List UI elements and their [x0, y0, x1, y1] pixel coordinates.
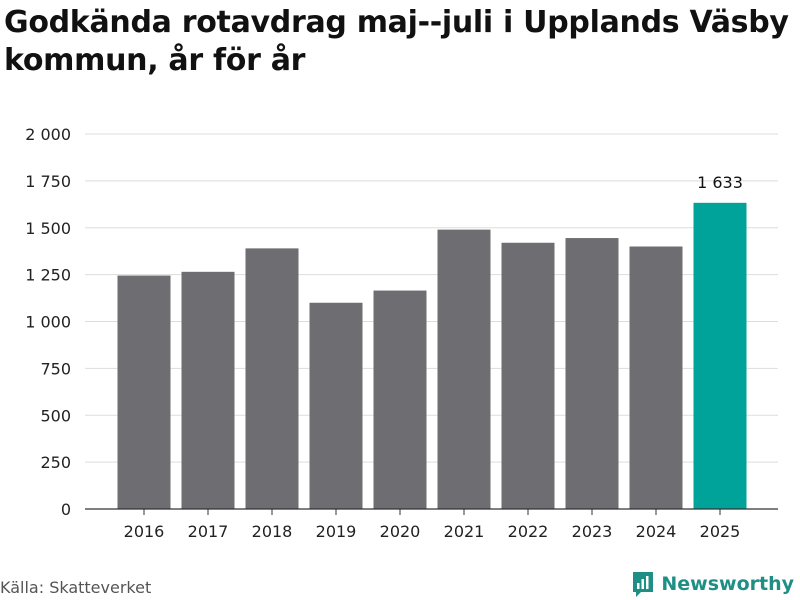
- bar-2016: [117, 275, 171, 509]
- bar-2025: [693, 202, 747, 509]
- y-tick-label: 2 000: [25, 125, 71, 144]
- data-label: 1 633: [697, 173, 743, 192]
- y-tick-label: 1 500: [25, 219, 71, 238]
- x-tick-label-2020: 2020: [380, 522, 421, 541]
- x-tick-label-2016: 2016: [124, 522, 165, 541]
- x-tick-label-2023: 2023: [572, 522, 613, 541]
- bar-2019: [309, 302, 363, 509]
- y-tick-label: 500: [40, 406, 71, 425]
- y-tick-label: 750: [40, 359, 71, 378]
- chart-title: Godkända rotavdrag maj--juli i Upplands …: [4, 5, 789, 78]
- source-note: Källa: Skatteverket: [0, 578, 152, 597]
- y-tick-label: 1 750: [25, 172, 71, 191]
- x-axis-ticks: [143, 509, 721, 515]
- bar-2024: [629, 246, 683, 509]
- y-tick-label: 1 250: [25, 266, 71, 285]
- x-tick-label-2019: 2019: [316, 522, 357, 541]
- bar-2018: [245, 248, 299, 509]
- y-axis-tick-labels: 0 250 500 750 1 000 1 250 1 500 1 750 2 000: [25, 125, 71, 519]
- data-labels: 1 633: [697, 173, 743, 192]
- y-tick-label: 1 000: [25, 313, 71, 332]
- x-tick-label-2024: 2024: [636, 522, 677, 541]
- brand-name: Newsworthy: [661, 573, 794, 595]
- bar-2017: [181, 271, 235, 509]
- x-axis-tick-labels: 2016 2017 2018 2019 2020 2021 2022 2023 2024 2025: [124, 522, 741, 541]
- newsworthy-logo-icon: [633, 572, 654, 597]
- x-tick-label-2025: 2025: [700, 522, 741, 541]
- bars: [117, 202, 747, 509]
- bar-2021: [437, 229, 491, 509]
- y-tick-label: 250: [40, 453, 71, 472]
- bar-2020: [373, 290, 427, 509]
- x-tick-label-2021: 2021: [444, 522, 485, 541]
- x-tick-label-2017: 2017: [188, 522, 229, 541]
- x-tick-label-2018: 2018: [252, 522, 293, 541]
- bar-2022: [501, 242, 555, 509]
- x-tick-label-2022: 2022: [508, 522, 549, 541]
- bar-2023: [565, 238, 619, 509]
- brand-logo: Newsworthy: [631, 570, 794, 598]
- y-tick-label: 0: [61, 500, 71, 519]
